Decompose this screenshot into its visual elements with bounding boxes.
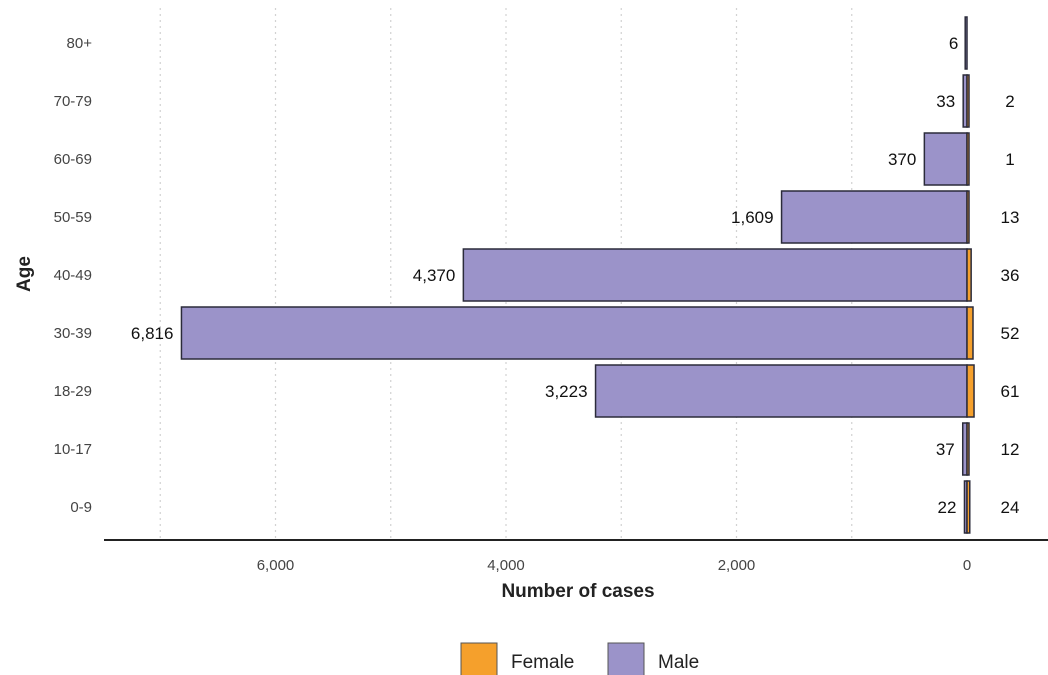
y-tick-label: 50-59 bbox=[54, 209, 92, 226]
value-label-male: 22 bbox=[938, 498, 957, 517]
x-axis-title: Number of cases bbox=[501, 581, 654, 602]
bar-female bbox=[966, 248, 972, 302]
x-axis-ticks: 6,000 4,000 2,000 0 bbox=[257, 557, 971, 574]
x-tick-label: 4,000 bbox=[487, 557, 525, 574]
x-tick-label: 0 bbox=[963, 557, 971, 574]
value-label-male: 6 bbox=[949, 34, 958, 53]
bar-male bbox=[923, 132, 968, 186]
bar-male bbox=[964, 16, 968, 70]
value-label-male: 370 bbox=[888, 150, 916, 169]
y-axis-title: Age bbox=[14, 256, 35, 292]
value-label-male: 3,223 bbox=[545, 382, 588, 401]
bar-female bbox=[966, 422, 970, 476]
value-label-female: 36 bbox=[1001, 266, 1020, 285]
bar-female bbox=[966, 364, 975, 418]
value-label-female: 2 bbox=[1005, 92, 1014, 111]
bar-male bbox=[462, 248, 968, 302]
y-tick-label: 80+ bbox=[67, 35, 93, 52]
legend-label-female: Female bbox=[511, 652, 574, 673]
value-labels: 6 33 2 370 1 1,609 13 4,370 36 6,816 52 3,223 61 37 12… bbox=[131, 34, 1020, 517]
value-label-male: 33 bbox=[936, 92, 955, 111]
value-label-male: 37 bbox=[936, 440, 955, 459]
bar-female bbox=[966, 132, 970, 186]
value-label-male: 6,816 bbox=[131, 324, 174, 343]
bar-male bbox=[780, 190, 968, 244]
y-axis-ticks: 80+ 70-79 60-69 50-59 40-49 30-39 18-29 10-17 0-… bbox=[54, 35, 93, 516]
y-tick-label: 30-39 bbox=[54, 325, 92, 342]
legend-swatch-female bbox=[460, 642, 498, 675]
legend-swatch-male bbox=[607, 642, 645, 675]
value-label-female: 1 bbox=[1005, 150, 1014, 169]
value-label-female: 12 bbox=[1001, 440, 1020, 459]
value-label-female: 13 bbox=[1001, 208, 1020, 227]
bars bbox=[180, 16, 975, 534]
value-label-female: 52 bbox=[1001, 324, 1020, 343]
x-tick-label: 6,000 bbox=[257, 557, 295, 574]
value-label-female: 24 bbox=[1001, 498, 1020, 517]
bar-female bbox=[966, 190, 970, 244]
legend: Female Male bbox=[460, 642, 699, 675]
x-tick-label: 2,000 bbox=[718, 557, 756, 574]
value-label-female: 61 bbox=[1001, 382, 1020, 401]
y-tick-label: 10-17 bbox=[54, 441, 92, 458]
y-tick-label: 60-69 bbox=[54, 151, 92, 168]
value-label-male: 4,370 bbox=[413, 266, 456, 285]
y-tick-label: 18-29 bbox=[54, 383, 92, 400]
bar-female bbox=[966, 306, 974, 360]
value-label-male: 1,609 bbox=[731, 208, 774, 227]
bar-female bbox=[966, 74, 970, 128]
bar-female bbox=[966, 480, 971, 534]
legend-label-male: Male bbox=[658, 652, 699, 673]
bar-male bbox=[594, 364, 968, 418]
y-tick-label: 40-49 bbox=[54, 267, 92, 284]
y-tick-label: 70-79 bbox=[54, 93, 92, 110]
y-tick-label: 0-9 bbox=[70, 499, 92, 516]
bar-male bbox=[180, 306, 968, 360]
